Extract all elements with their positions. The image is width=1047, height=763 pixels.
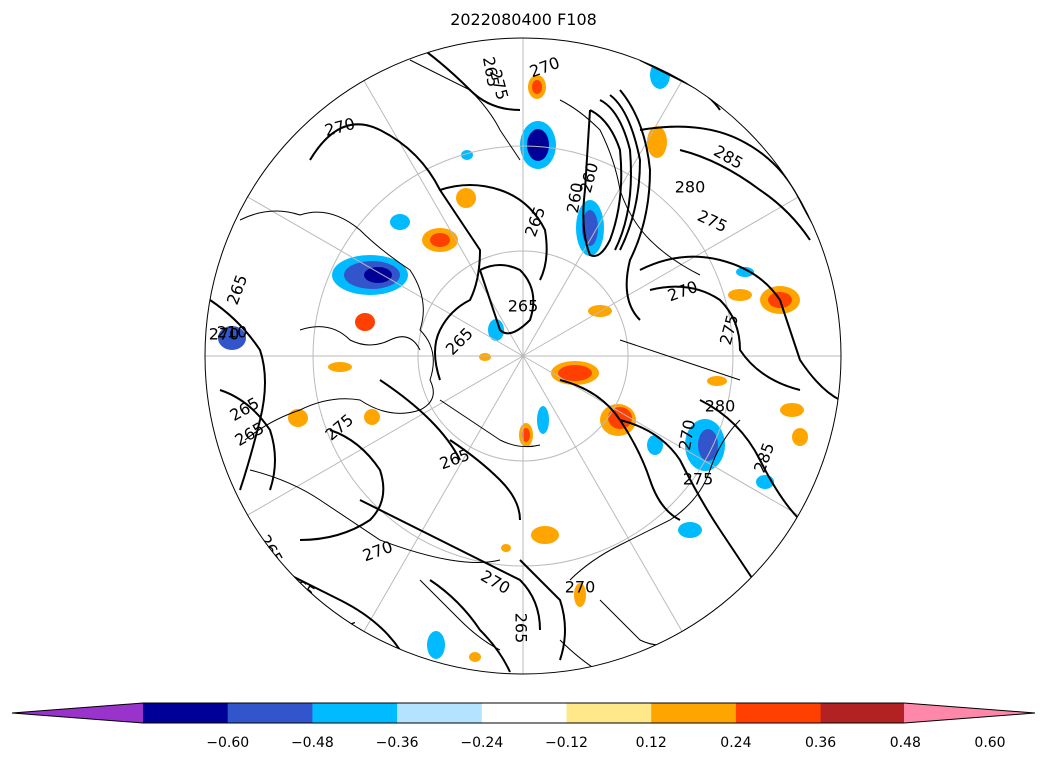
colorbar-extend-right [904,703,1035,723]
colorbar-tick-label: 0.24 [720,735,752,751]
contour-label: 265 [508,297,539,316]
colorbar-segment [227,703,313,723]
colorbar-tick-label: 0.12 [635,735,667,751]
colorbar-tick-label: −0.48 [290,735,334,751]
contour-label: 265 [512,613,531,644]
colorbar-outline [11,702,1036,724]
colorbar-tick-label: −0.60 [206,735,250,751]
colorbar-segment [312,703,398,723]
colorbar-segment [397,703,483,723]
map-boundary-circle [204,37,842,675]
colorbar-tick-label: 0.48 [889,735,921,751]
colorbar-extend-left [12,703,143,723]
colorbar-tick-label: −0.36 [375,735,419,751]
colorbar-segment [651,703,737,723]
contour-label: 275 [683,470,714,489]
colorbar-segment [566,703,652,723]
colorbar-tick-label: 0.36 [805,735,837,751]
colorbar-segment [143,703,229,723]
colorbar-segment [820,703,906,723]
colorbar-tick-label: 0.60 [974,735,1006,751]
contour-label: 280 [705,397,736,416]
colorbar-segment [481,703,567,723]
colorbar-tick-label: −0.12 [545,735,588,751]
contour-label: 270 [209,325,240,344]
contour-label: 210 [217,323,248,342]
colorbar-tick-label: −0.24 [460,735,504,751]
map-title: 2022080400 F108 [450,10,597,29]
colorbar-segment [735,703,822,723]
contour-label: 280 [675,178,706,197]
contour-label: 270 [565,578,596,597]
